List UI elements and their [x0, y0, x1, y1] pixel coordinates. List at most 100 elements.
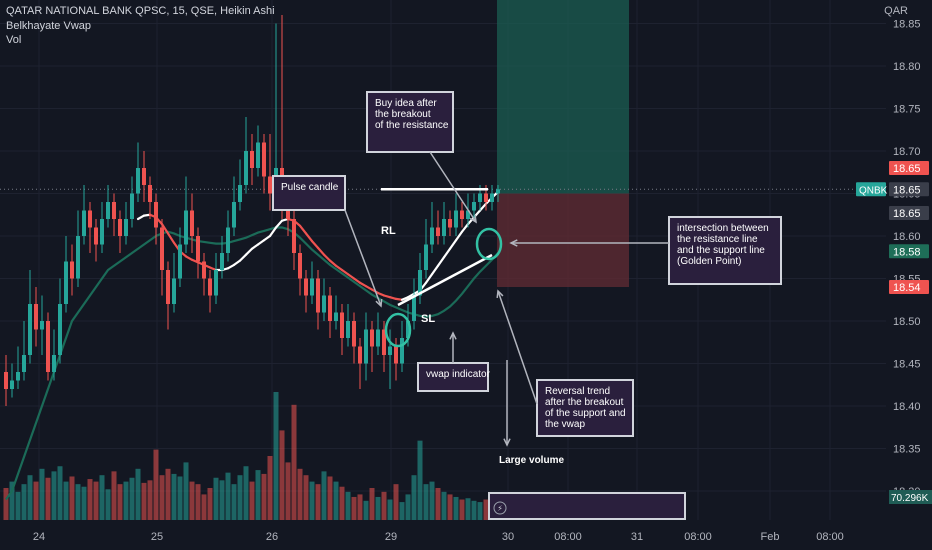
symbol-title[interactable]: QATAR NATIONAL BANK QPSC, 15, QSE, Heiki… [6, 5, 275, 17]
volume-bar [333, 481, 339, 520]
candle-body [46, 321, 50, 372]
volume-bar [339, 486, 345, 520]
volume-bar [417, 440, 423, 520]
volume-bar [369, 488, 375, 520]
annotation-arrows [344, 151, 669, 447]
price-tick-label: 18.80 [893, 61, 921, 73]
annotation-line: after the breakout [545, 397, 624, 408]
candle-body [352, 321, 356, 347]
volume-bar [51, 471, 57, 520]
volume-bar [321, 471, 327, 520]
volume-bar [315, 484, 321, 520]
volume-bar [273, 392, 279, 520]
candle-body [22, 355, 26, 372]
annotation-line: vwap indicator [426, 369, 491, 380]
lightning-glyph: ⚡ [497, 504, 503, 513]
vwap-segment [250, 243, 260, 250]
annotation-line: intersection between [677, 223, 769, 234]
vwap-segment [262, 234, 272, 242]
volume-bar [249, 481, 255, 520]
volume-bar [483, 499, 489, 520]
price-label-bg [889, 280, 929, 294]
volume-bar [441, 491, 447, 520]
price-tick-label: 18.50 [893, 316, 921, 328]
annotation-line: the breakout [375, 109, 431, 120]
price-tick-label: 18.60 [893, 231, 921, 243]
candle-body [58, 304, 62, 355]
vwap-segment [454, 230, 464, 242]
sl-label: SL [421, 313, 435, 325]
vwap-segment [322, 253, 332, 262]
volume-bar [93, 481, 99, 520]
volume-bar [381, 491, 387, 520]
candle-body [10, 380, 14, 389]
annotation-line: and the support line [677, 245, 765, 256]
candle-body [316, 278, 320, 313]
volume-bar [411, 475, 417, 520]
volume-bar [399, 502, 405, 520]
price-label-bg [889, 206, 929, 221]
volume-bar [87, 479, 93, 520]
volume-bar [141, 482, 147, 520]
candle-body [70, 261, 74, 279]
vwap-segment [460, 223, 470, 233]
price-axis: 18.9018.8518.8018.7518.7018.6518.6018.55… [888, 0, 932, 550]
price-tick-label: 18.40 [893, 401, 921, 413]
vwap-segment [406, 292, 416, 299]
annotation-box [366, 91, 454, 153]
candle-body [34, 304, 38, 330]
candle-body [220, 253, 224, 270]
candle-body [94, 227, 98, 245]
candle-body [202, 261, 206, 279]
time-tick-label: 29 [385, 531, 397, 543]
volume-bars [3, 392, 501, 520]
arrow-line [344, 209, 382, 307]
symbol-tag: QNBK [859, 185, 888, 196]
volume-bar [147, 480, 153, 520]
candle-body [184, 210, 188, 245]
symbol-tag-bg [856, 182, 886, 197]
candle-body [124, 219, 128, 236]
candle-body [382, 329, 386, 355]
time-axis-bg [0, 522, 888, 550]
volume-bar [219, 480, 225, 520]
annotation-box [417, 362, 489, 392]
candle-body [310, 278, 314, 296]
candle-body [358, 346, 362, 364]
volume-bar [111, 471, 117, 520]
vwap-segment [298, 224, 308, 235]
volume-bar [57, 466, 63, 520]
candle-body [412, 295, 416, 321]
vwap-segment [448, 239, 458, 250]
indicator-volume-label[interactable]: Vol [6, 34, 22, 46]
volume-bar [177, 476, 183, 520]
volume-bar [267, 456, 273, 520]
candle-body [436, 227, 440, 236]
annotation-box [536, 379, 634, 437]
pulse-circle [384, 312, 412, 348]
candle-body [4, 372, 8, 389]
candle-body [136, 168, 140, 194]
time-axis: 24 25 26 29 30 08:00 31 08:00 Feb 08:00 [0, 522, 888, 550]
vwap-segment [238, 253, 248, 262]
time-tick-label: 30 [502, 531, 514, 543]
candle-body [424, 244, 428, 270]
candle-body [328, 295, 332, 321]
vwap-segment [226, 263, 236, 270]
candle-body [28, 304, 32, 355]
indicator-vwap-label[interactable]: Belkhayate Vwap [6, 19, 91, 32]
candle-body [40, 321, 44, 330]
candle-body [448, 219, 452, 228]
lightning-icon [493, 501, 507, 515]
volume-bar [105, 489, 111, 520]
arrow-head [469, 214, 477, 224]
currency-label: QAR [884, 5, 908, 17]
candle-body [166, 270, 170, 304]
candle-body [64, 261, 68, 304]
price-tick-label: 18.75 [893, 104, 921, 116]
time-tick-label: 31 [631, 531, 643, 543]
